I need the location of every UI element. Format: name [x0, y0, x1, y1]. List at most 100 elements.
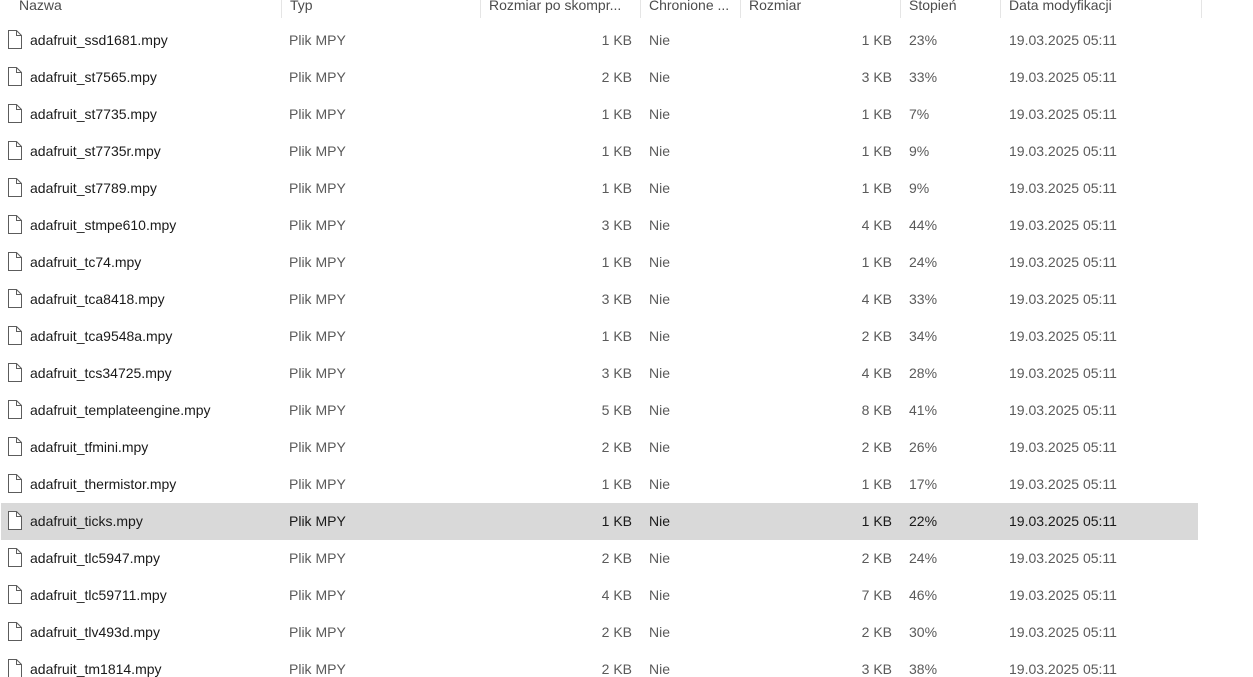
file-name: adafruit_st7789.mpy — [30, 180, 157, 196]
file-name: adafruit_tlv493d.mpy — [30, 624, 160, 640]
file-icon — [8, 30, 22, 49]
file-compressed-size: 2 KB — [601, 624, 632, 640]
file-compressed-size: 2 KB — [601, 550, 632, 566]
file-protected: Nie — [649, 106, 671, 122]
file-compression-ratio: 22% — [909, 513, 938, 529]
table-row[interactable]: adafruit_stmpe610.mpy Plik MPY 3 KB Nie 4 KB… — [1, 207, 1198, 244]
table-row[interactable]: adafruit_ssd1681.mpy Plik MPY 1 KB Nie 1 KB 2… — [1, 22, 1198, 59]
file-protected: Nie — [649, 476, 671, 492]
file-name: adafruit_tc74.mpy — [30, 254, 142, 270]
file-compressed-size: 1 KB — [601, 476, 632, 492]
file-modified-date: 19.03.2025 05:11 — [1009, 106, 1117, 122]
file-size: 1 KB — [861, 143, 892, 159]
file-protected: Nie — [649, 328, 671, 344]
file-compressed-size: 2 KB — [601, 661, 632, 677]
file-size: 7 KB — [861, 587, 892, 603]
file-compressed-size: 1 KB — [601, 254, 632, 270]
file-modified-date: 19.03.2025 05:11 — [1009, 661, 1117, 677]
file-type: Plik MPY — [289, 476, 346, 492]
file-modified-date: 19.03.2025 05:11 — [1009, 439, 1117, 455]
file-type: Plik MPY — [289, 365, 346, 381]
file-name: adafruit_tlc5947.mpy — [30, 550, 160, 566]
file-size: 1 KB — [861, 254, 892, 270]
file-protected: Nie — [649, 365, 671, 381]
file-compressed-size: 5 KB — [601, 402, 632, 418]
file-compressed-size: 1 KB — [601, 513, 632, 529]
table-row[interactable]: adafruit_st7789.mpy Plik MPY 1 KB Nie 1 KB 9%… — [1, 170, 1198, 207]
file-type: Plik MPY — [289, 69, 346, 85]
file-name: adafruit_ticks.mpy — [30, 513, 143, 529]
file-name: adafruit_st7735.mpy — [30, 106, 157, 122]
file-compressed-size: 4 KB — [601, 587, 632, 603]
file-protected: Nie — [649, 254, 671, 270]
table-row[interactable]: adafruit_st7565.mpy Plik MPY 2 KB Nie 3 KB 33… — [1, 59, 1198, 96]
table-row[interactable]: adafruit_tfmini.mpy Plik MPY 2 KB Nie 2 KB 26… — [1, 429, 1198, 466]
file-icon — [8, 178, 22, 197]
file-modified-date: 19.03.2025 05:11 — [1009, 254, 1117, 270]
file-protected: Nie — [649, 661, 671, 677]
column-header-bar: Nazwa Typ Rozmiar po skompr... Chronione… — [0, 0, 1202, 18]
file-size: 1 KB — [861, 476, 892, 492]
table-row[interactable]: adafruit_templateengine.mpy Plik MPY 5 KB N… — [1, 392, 1198, 429]
file-type: Plik MPY — [289, 291, 346, 307]
file-compression-ratio: 34% — [909, 328, 938, 344]
file-compressed-size: 2 KB — [601, 69, 632, 85]
file-icon — [8, 400, 22, 419]
file-compression-ratio: 46% — [909, 587, 938, 603]
table-row[interactable]: adafruit_st7735r.mpy Plik MPY 1 KB Nie 1 KB 9… — [1, 133, 1198, 170]
file-modified-date: 19.03.2025 05:11 — [1009, 476, 1117, 492]
table-row[interactable]: adafruit_tlc59711.mpy Plik MPY 4 KB Nie 7 KB… — [1, 577, 1198, 614]
file-size: 1 KB — [861, 513, 892, 529]
file-compression-ratio: 38% — [909, 661, 938, 677]
column-header-type[interactable]: Typ — [282, 0, 481, 18]
table-row[interactable]: adafruit_tlv493d.mpy Plik MPY 2 KB Nie 2 KB 3… — [1, 614, 1198, 651]
file-compressed-size: 3 KB — [601, 291, 632, 307]
column-header-name[interactable]: Nazwa — [11, 0, 282, 18]
file-modified-date: 19.03.2025 05:11 — [1009, 550, 1117, 566]
file-icon — [8, 363, 22, 382]
column-header-ratio[interactable]: Stopień — [901, 0, 1001, 18]
file-size: 1 KB — [861, 180, 892, 196]
column-header-size[interactable]: Rozmiar — [741, 0, 901, 18]
file-compression-ratio: 9% — [909, 143, 930, 159]
file-icon — [8, 548, 22, 567]
file-protected: Nie — [649, 513, 671, 529]
file-modified-date: 19.03.2025 05:11 — [1009, 402, 1117, 418]
file-type: Plik MPY — [289, 661, 346, 677]
file-type: Plik MPY — [289, 402, 346, 418]
table-row[interactable]: adafruit_tca9548a.mpy Plik MPY 1 KB Nie 2 KB… — [1, 318, 1198, 355]
file-compressed-size: 1 KB — [601, 143, 632, 159]
file-icon — [8, 622, 22, 641]
file-compression-ratio: 17% — [909, 476, 938, 492]
table-row[interactable]: adafruit_tlc5947.mpy Plik MPY 2 KB Nie 2 KB 2… — [1, 540, 1198, 577]
column-header-protected[interactable]: Chronione ... — [641, 0, 741, 18]
file-name: adafruit_tm1814.mpy — [30, 661, 162, 677]
table-row[interactable]: adafruit_tc74.mpy Plik MPY 1 KB Nie 1 KB 24% 1… — [1, 244, 1198, 281]
file-icon — [8, 511, 22, 530]
file-compressed-size: 1 KB — [601, 106, 632, 122]
file-icon — [8, 659, 22, 677]
column-header-compressed-size[interactable]: Rozmiar po skompr... — [481, 0, 641, 18]
file-name: adafruit_st7565.mpy — [30, 69, 157, 85]
file-icon — [8, 141, 22, 160]
file-type: Plik MPY — [289, 439, 346, 455]
table-row[interactable]: adafruit_tca8418.mpy Plik MPY 3 KB Nie 4 KB 3… — [1, 281, 1198, 318]
column-header-modified[interactable]: Data modyfikacji — [1001, 0, 1202, 18]
file-size: 2 KB — [861, 439, 892, 455]
file-modified-date: 19.03.2025 05:11 — [1009, 513, 1117, 529]
file-protected: Nie — [649, 291, 671, 307]
file-type: Plik MPY — [289, 550, 346, 566]
file-protected: Nie — [649, 439, 671, 455]
table-row[interactable]: adafruit_st7735.mpy Plik MPY 1 KB Nie 1 KB 7%… — [1, 96, 1198, 133]
file-compression-ratio: 41% — [909, 402, 938, 418]
table-row[interactable]: adafruit_tcs34725.mpy Plik MPY 3 KB Nie 4 KB… — [1, 355, 1198, 392]
file-protected: Nie — [649, 624, 671, 640]
file-protected: Nie — [649, 180, 671, 196]
file-type: Plik MPY — [289, 143, 346, 159]
file-type: Plik MPY — [289, 328, 346, 344]
file-compressed-size: 3 KB — [601, 217, 632, 233]
table-row[interactable]: adafruit_thermistor.mpy Plik MPY 1 KB Nie 1 … — [1, 466, 1198, 503]
file-modified-date: 19.03.2025 05:11 — [1009, 365, 1117, 381]
table-row[interactable]: adafruit_ticks.mpy Plik MPY 1 KB Nie 1 KB 22%… — [1, 503, 1198, 540]
table-row[interactable]: adafruit_tm1814.mpy Plik MPY 2 KB Nie 3 KB 38… — [1, 651, 1198, 677]
